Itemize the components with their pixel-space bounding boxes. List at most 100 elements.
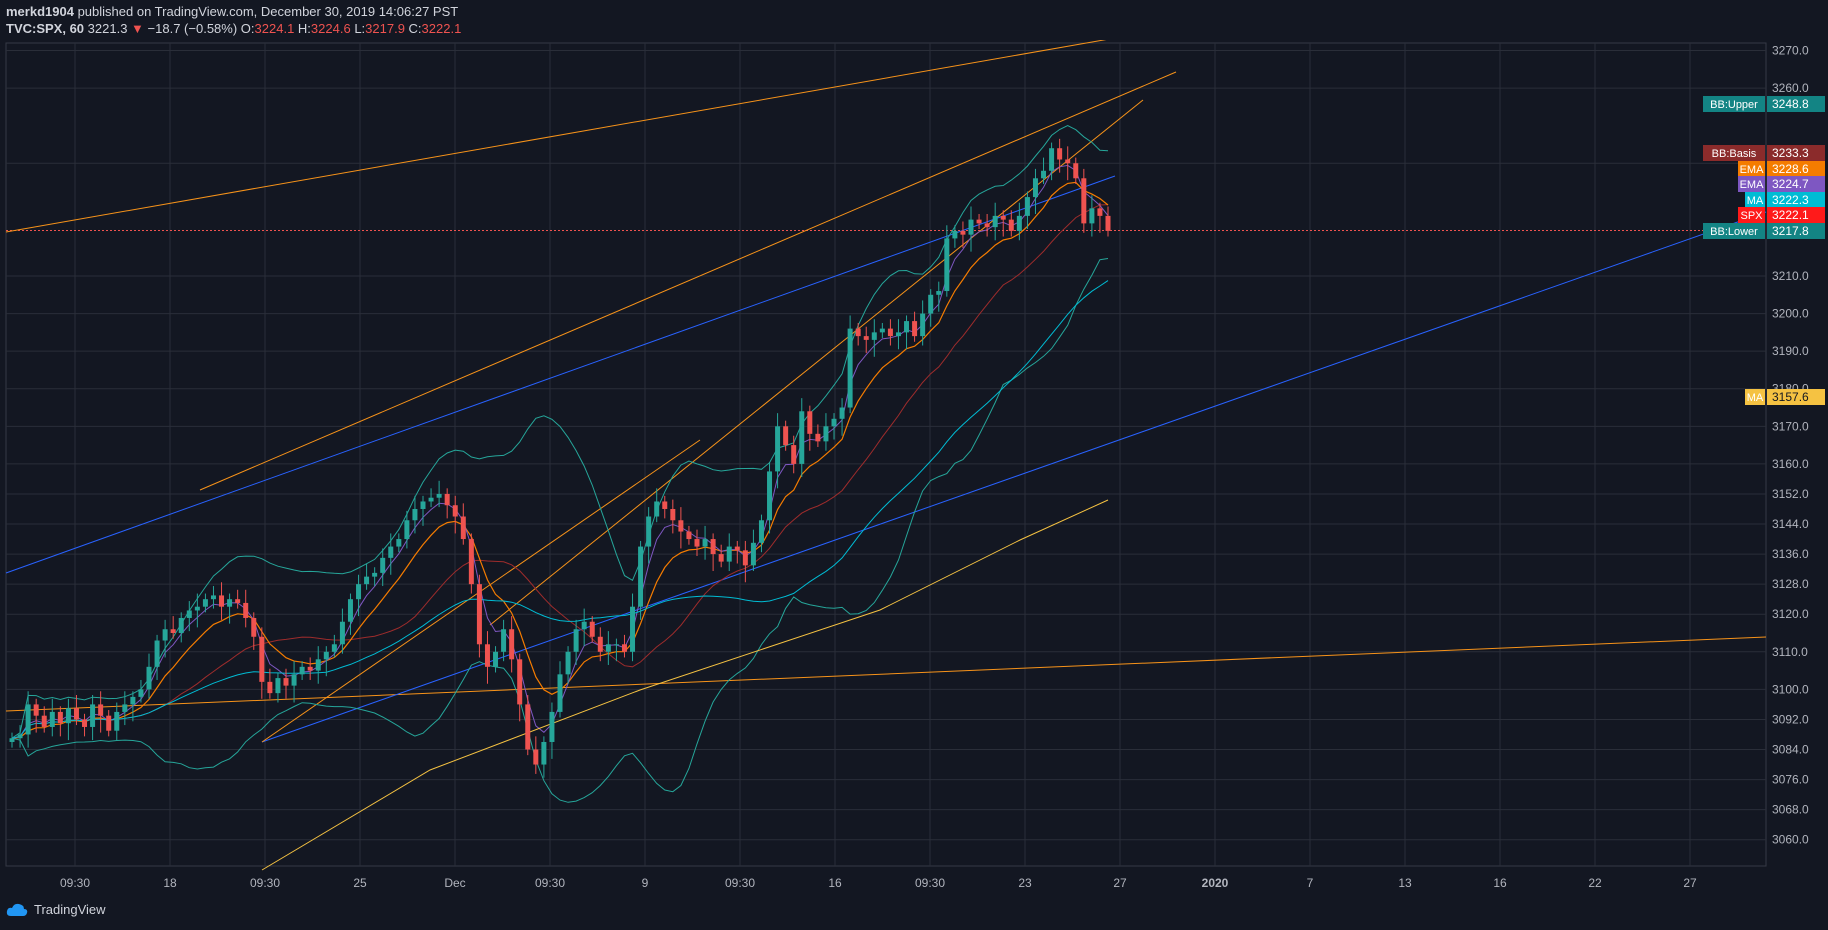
candle-body xyxy=(936,291,942,295)
candle-body xyxy=(1081,178,1087,224)
candle-body xyxy=(742,550,748,566)
candle-body xyxy=(259,636,265,682)
candle-body xyxy=(823,426,829,442)
candle-body xyxy=(106,715,112,731)
candle-body xyxy=(291,674,297,686)
author-name[interactable]: merkd1904 xyxy=(6,4,74,19)
candle-body xyxy=(952,230,958,239)
candle-body xyxy=(533,749,539,765)
down-arrow-icon: ▼ xyxy=(131,21,144,36)
plot-frame xyxy=(5,42,1767,867)
candle-body xyxy=(138,689,144,697)
x-tick-label: 22 xyxy=(1588,876,1602,890)
y-tick-label: 3270.0 xyxy=(1772,44,1809,58)
candle-body xyxy=(678,520,684,532)
candles xyxy=(9,138,1111,778)
x-tick-label: 13 xyxy=(1398,876,1412,890)
candle-body xyxy=(992,215,998,228)
candle-body xyxy=(767,471,773,521)
candle-body xyxy=(944,238,950,292)
y-tick-label: 3110.0 xyxy=(1772,645,1808,659)
candle-body xyxy=(364,576,370,585)
bb-lower-line xyxy=(11,258,1109,803)
candle-body xyxy=(1024,197,1030,216)
trendline-lower xyxy=(5,636,1767,712)
candle-body xyxy=(41,715,47,727)
candle-body xyxy=(549,711,555,742)
price-label-value: 3222.3 xyxy=(1772,193,1809,207)
price-label-name: BB:Basis xyxy=(1712,148,1757,160)
candle-body xyxy=(775,426,781,472)
publish-info: merkd1904 published on TradingView.com, … xyxy=(6,4,458,19)
candle-body xyxy=(984,223,990,228)
y-tick-label: 3068.0 xyxy=(1772,803,1809,817)
price-label-value: 3228.6 xyxy=(1772,162,1809,176)
y-tick-label: 3100.0 xyxy=(1772,682,1809,696)
candle-body xyxy=(904,321,910,333)
price-label-value-bg xyxy=(1767,223,1825,239)
candle-body xyxy=(1089,208,1095,224)
candle-body xyxy=(146,666,152,690)
channel-upper xyxy=(199,71,1177,491)
price-label-name-bg xyxy=(1738,207,1765,223)
publish-text: published on TradingView.com, December 3… xyxy=(77,4,459,19)
open-label: O: xyxy=(240,21,255,36)
candle-body xyxy=(1000,215,1006,220)
y-tick-label: 3260.0 xyxy=(1772,81,1809,95)
candle-body xyxy=(807,411,813,434)
candle-body xyxy=(452,505,458,517)
x-tick-label: 27 xyxy=(1683,876,1697,890)
y-tick-label: 3060.0 xyxy=(1772,833,1809,847)
candle-body xyxy=(202,599,208,607)
candle-body xyxy=(855,328,861,337)
candle-body xyxy=(25,704,31,735)
close-label: C: xyxy=(408,21,422,36)
candle-body xyxy=(412,508,418,521)
y-tick-label: 3160.0 xyxy=(1772,457,1809,471)
candle-body xyxy=(17,734,23,739)
candle-body xyxy=(670,508,676,521)
brand-name: TradingView xyxy=(34,902,106,917)
price-label-name-bg xyxy=(1745,389,1765,405)
candle-body xyxy=(235,599,241,603)
candle-body xyxy=(509,629,515,660)
candle-body xyxy=(33,704,39,716)
candle-body xyxy=(589,621,595,637)
candle-body xyxy=(388,546,394,558)
price-label-name-bg xyxy=(1738,161,1765,177)
candle-body xyxy=(726,546,732,562)
price-label-name-bg xyxy=(1745,192,1765,208)
price-label-value: 3222.1 xyxy=(1772,208,1809,222)
price-chart[interactable]: 3270.03260.03240.03210.03200.03190.03180… xyxy=(0,40,1828,900)
y-tick-label: 3084.0 xyxy=(1772,743,1809,757)
candle-body xyxy=(227,599,233,607)
candle-body xyxy=(1065,159,1071,164)
candle-body xyxy=(879,328,885,333)
candle-body xyxy=(154,640,160,667)
candle-body xyxy=(831,418,837,427)
candle-body xyxy=(525,704,531,750)
candle-body xyxy=(404,520,410,540)
candle-body xyxy=(734,546,740,551)
symbol-label: TVC:SPX, 60 xyxy=(6,21,85,36)
candle-body xyxy=(694,539,700,547)
candle-body xyxy=(646,516,652,547)
candle-body xyxy=(9,738,15,742)
candle-body xyxy=(565,651,571,675)
bb-basis-line xyxy=(11,204,1109,739)
candle-body xyxy=(1032,178,1038,198)
candle-body xyxy=(501,629,507,652)
candle-body xyxy=(557,674,563,712)
candle-body xyxy=(299,666,305,675)
tradingview-logo[interactable]: TradingView xyxy=(6,902,106,917)
price-label-value-bg xyxy=(1767,192,1825,208)
price-label-value-bg xyxy=(1767,389,1825,405)
candle-body xyxy=(863,336,869,340)
candle-body xyxy=(130,696,136,705)
candle-body xyxy=(1041,170,1047,179)
candle-body xyxy=(662,501,668,509)
price-label-value: 3217.8 xyxy=(1772,224,1809,238)
candle-body xyxy=(815,433,821,442)
low-value: 3217.9 xyxy=(365,21,405,36)
y-tick-label: 3120.0 xyxy=(1772,607,1809,621)
